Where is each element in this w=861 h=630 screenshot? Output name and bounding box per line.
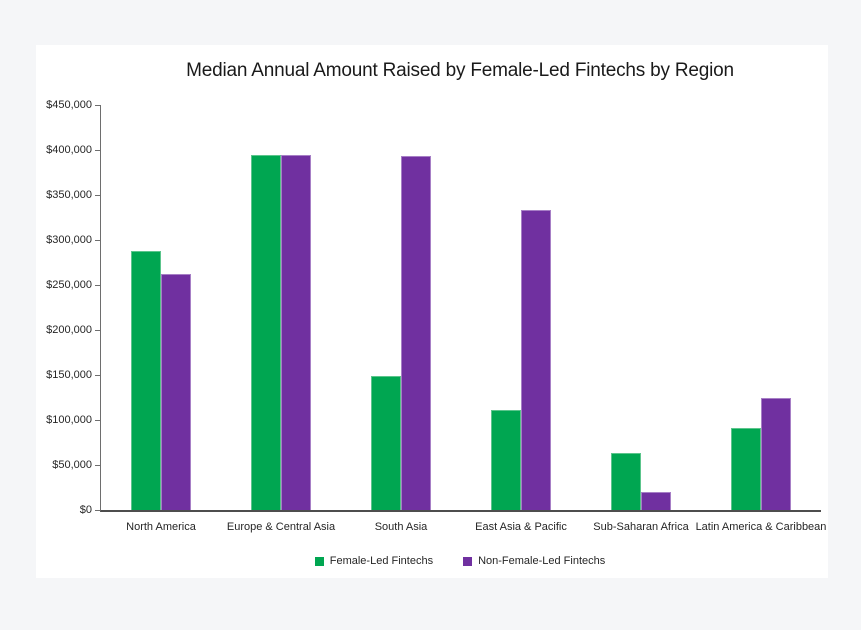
bar-non-female-led-fintechs-north-america — [161, 274, 191, 510]
bar-female-led-fintechs-sub-saharan-africa — [611, 453, 641, 510]
bar-non-female-led-fintechs-europe-central-asia — [281, 154, 311, 510]
legend-swatch-icon — [314, 556, 324, 566]
x-axis-category-label: Sub-Saharan Africa — [593, 521, 689, 533]
bar-non-female-led-fintechs-south-asia — [401, 156, 431, 510]
x-axis-category-label: North America — [126, 521, 196, 533]
bar-female-led-fintechs-east-asia-pacific — [491, 410, 521, 510]
bar-female-led-fintechs-north-america — [131, 250, 161, 510]
y-axis-tick-mark — [95, 284, 100, 286]
legend-item: Female-Led Fintechs — [314, 555, 434, 567]
y-axis-tick-mark — [95, 419, 100, 421]
bar-non-female-led-fintechs-latin-america-caribbean — [761, 397, 791, 510]
y-axis-tick-label: $250,000 — [46, 279, 92, 291]
y-axis-tick-label: $450,000 — [46, 99, 92, 111]
y-axis-tick-mark — [95, 329, 100, 331]
y-axis-tick-label: $50,000 — [52, 459, 92, 471]
legend-label: Non-Female-Led Fintechs — [478, 555, 606, 567]
y-axis-tick-mark — [95, 104, 100, 106]
y-axis-tick-label: $350,000 — [46, 189, 92, 201]
chart-legend: Female-Led Fintechs Non-Female-Led Fintec… — [100, 555, 820, 567]
y-axis-tick-label: $150,000 — [46, 369, 92, 381]
y-axis-tick-label: $0 — [79, 504, 92, 516]
plot-area: $0 $50,000 $100,000 $150,000 $200,000 $250,00… — [46, 99, 826, 533]
bar-female-led-fintechs-south-asia — [371, 375, 401, 510]
bar-non-female-led-fintechs-sub-saharan-africa — [641, 492, 671, 510]
y-axis-tick-mark — [95, 509, 100, 511]
y-axis-tick-label: $200,000 — [46, 324, 92, 336]
y-axis-tick-mark — [95, 374, 100, 376]
y-axis-tick-label: $100,000 — [46, 414, 92, 426]
chart-title: Median Annual Amount Raised by Female-Le… — [186, 60, 734, 81]
legend-label: Female-Led Fintechs — [329, 555, 434, 567]
bar-non-female-led-fintechs-east-asia-pacific — [521, 210, 551, 510]
chart-panel: Median Annual Amount Raised by Female-Le… — [36, 45, 828, 578]
y-axis-tick-label: $400,000 — [46, 144, 92, 156]
x-axis-category-label: South Asia — [374, 521, 428, 533]
legend-item: Non-Female-Led Fintechs — [463, 555, 605, 567]
bar-female-led-fintechs-latin-america-caribbean — [731, 428, 761, 510]
y-axis-tick-mark — [95, 149, 100, 151]
legend-swatch-icon — [463, 556, 473, 566]
x-axis-category-label: East Asia & Pacific — [475, 521, 567, 533]
x-axis-category-label: Latin America & Caribbean — [695, 521, 827, 533]
x-axis-category-label: Europe & Central Asia — [226, 521, 336, 533]
bar-female-led-fintechs-europe-central-asia — [251, 155, 281, 510]
y-axis-tick-label: $300,000 — [46, 234, 92, 246]
y-axis-tick-mark — [95, 239, 100, 241]
y-axis-tick-mark — [95, 194, 100, 196]
y-axis-tick-mark — [95, 464, 100, 466]
